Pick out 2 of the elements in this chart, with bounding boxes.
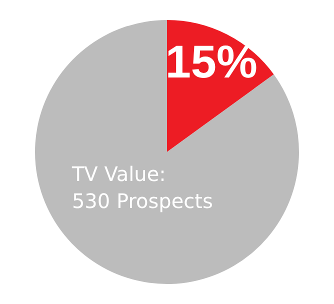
data-label: 15% [165, 36, 258, 88]
text: TV Value: 530 Prospects [70, 162, 213, 213]
